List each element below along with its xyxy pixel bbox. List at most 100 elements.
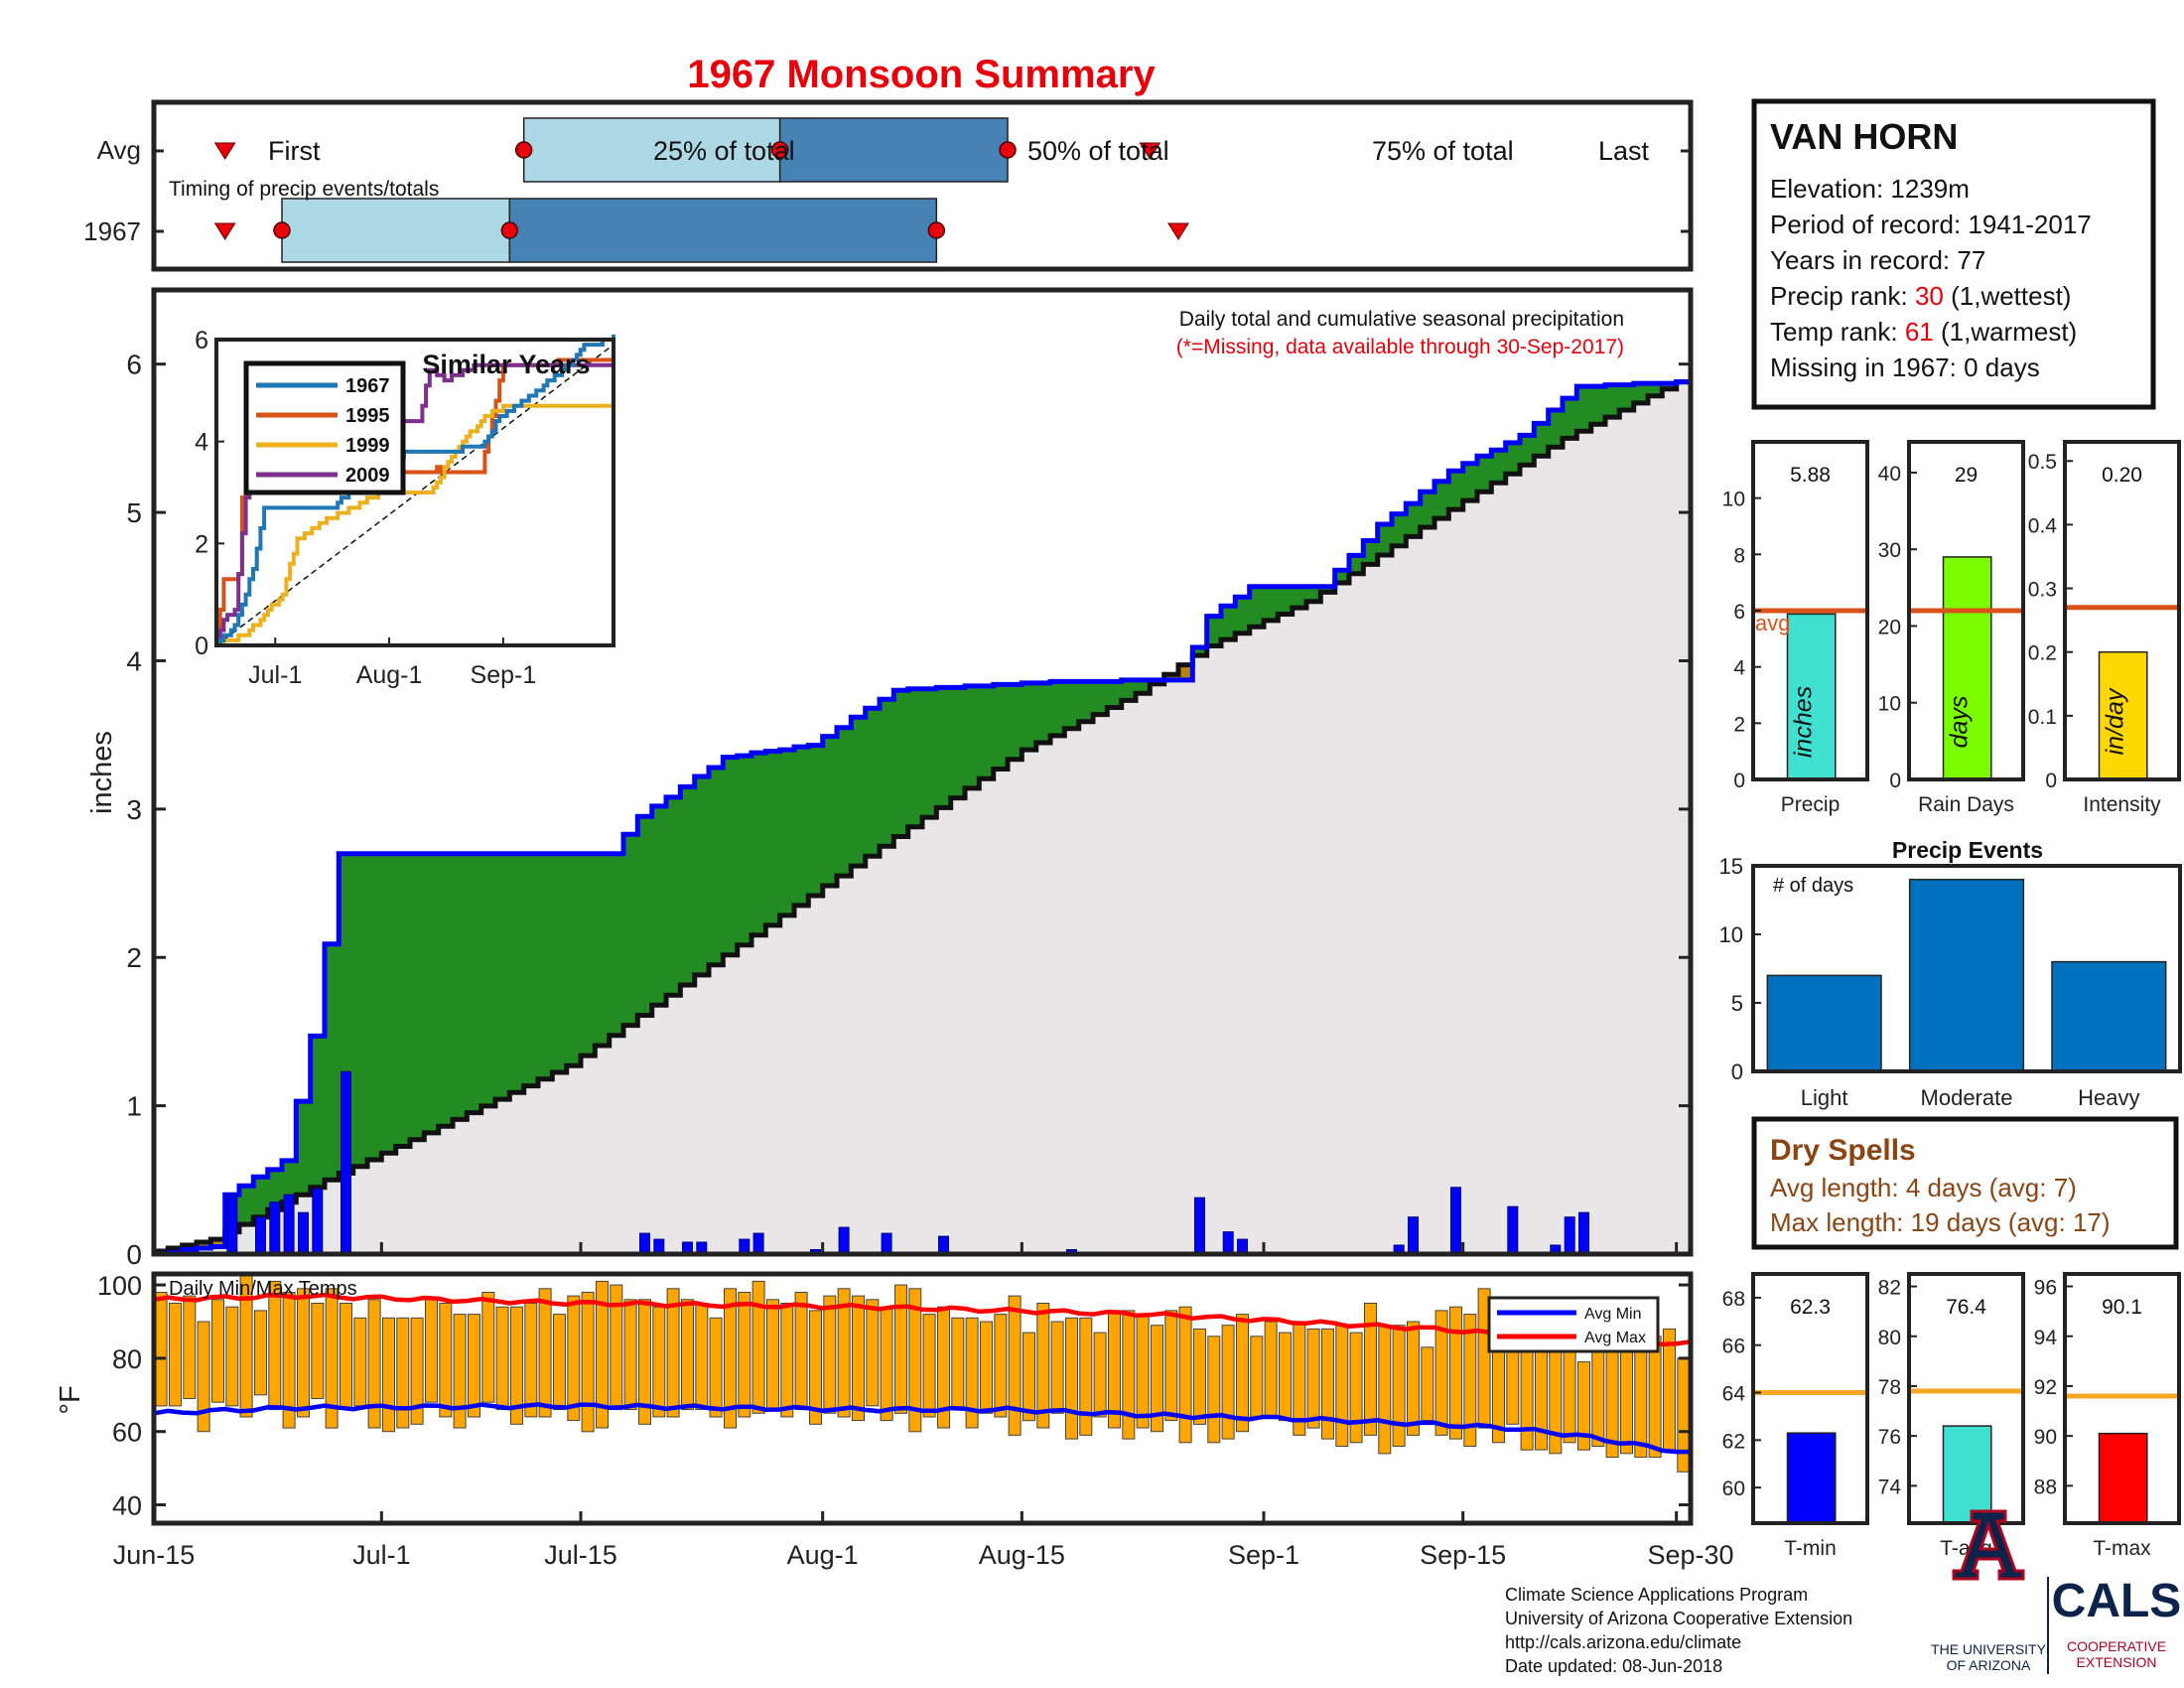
inset-legend-label: 1967 xyxy=(345,375,390,397)
tavg-summary-ytick-label: 76 xyxy=(1878,1426,1901,1449)
daily-temp-range-bar xyxy=(908,1288,922,1433)
station-missing: Missing in 1967: 0 days xyxy=(1770,352,2040,382)
inset-frame xyxy=(214,338,615,647)
surplus-column xyxy=(950,687,966,798)
tmax-summary: 90.1 88 90 92 94 96 T-max xyxy=(2034,1272,2181,1560)
main-ytick-label: 6 xyxy=(126,350,142,380)
daily-temp-range-bar xyxy=(695,1303,709,1410)
timing-row-1967: 1967 xyxy=(83,216,141,246)
inset-title: Similar Years xyxy=(422,350,590,379)
surplus-column xyxy=(581,853,596,1056)
ua-logo-line-2: OF ARIZONA xyxy=(1947,1657,2031,1673)
surplus-column xyxy=(880,699,894,847)
surplus-column xyxy=(1235,597,1251,633)
daily-temp-range-bar xyxy=(980,1321,993,1414)
daily-temp-range-bar xyxy=(1050,1321,1064,1414)
event-category-label: Heavy xyxy=(2078,1085,2139,1110)
daily-temp-range-bar xyxy=(1591,1346,1605,1448)
date-tick-label: Aug-1 xyxy=(787,1540,859,1570)
daily-temp-range-bar xyxy=(1093,1332,1107,1418)
daily-temp-range-bar xyxy=(567,1295,581,1422)
y1967-q50-dot xyxy=(500,221,519,239)
intensity-ytick-label: 0.4 xyxy=(2028,514,2058,537)
daily-temp-range-bar xyxy=(553,1314,566,1411)
daily-temp-range-bar xyxy=(922,1314,936,1418)
main-note-1: Daily total and cumulative seasonal prec… xyxy=(1179,308,1624,331)
surplus-column xyxy=(424,853,440,1133)
y1967-25-50-bar xyxy=(281,198,511,263)
daily-temp-range-bar xyxy=(1264,1321,1278,1418)
station-frame xyxy=(1751,98,2156,410)
main-ytick-label: 0 xyxy=(126,1239,142,1270)
daily-temp-range-bar xyxy=(1663,1328,1676,1451)
surplus-column xyxy=(1491,450,1507,484)
dry-spells-avg: Avg length: 4 days (avg: 7) xyxy=(1770,1173,2077,1202)
daily-temp-range-bar xyxy=(766,1299,779,1411)
rain-days-frame xyxy=(1907,440,2025,781)
surplus-column xyxy=(367,853,382,1160)
surplus-column xyxy=(1121,679,1137,701)
daily-temp-range-bar xyxy=(325,1288,339,1429)
surplus-column xyxy=(480,853,496,1106)
surplus-column xyxy=(709,768,724,965)
daily-temp-range-bar xyxy=(809,1310,822,1425)
tmax-summary-ytick-label: 94 xyxy=(2034,1327,2058,1349)
main-ytick-label: 4 xyxy=(126,645,142,676)
daily-temp-range-bar xyxy=(852,1295,865,1422)
daily-temp-range-bar xyxy=(1079,1317,1093,1436)
rain-days-value: 29 xyxy=(1955,464,1978,487)
daily-temp-range-bar xyxy=(510,1306,523,1425)
temps-ytick-label: 100 xyxy=(97,1271,142,1301)
precip-total-ytick-label: 2 xyxy=(1733,713,1745,736)
surplus-column xyxy=(1192,647,1208,656)
surplus-column xyxy=(893,690,909,837)
date-tick-label: Sep-30 xyxy=(1647,1540,1733,1570)
tmin-summary-bar xyxy=(1786,1432,1837,1524)
tmax-summary-ytick-label: 96 xyxy=(2034,1277,2057,1300)
surplus-column xyxy=(1334,570,1350,583)
inset-xtick-label: Jul-1 xyxy=(248,661,302,689)
surplus-column xyxy=(808,745,824,896)
precip-total: 5.88 0 2 4 6 8 10 Precip inches avg xyxy=(1722,440,1869,816)
surplus-column xyxy=(1050,681,1065,736)
daily-temp-range-bar xyxy=(738,1292,751,1418)
precip-total-category: Precip xyxy=(1781,793,1841,816)
daily-temp-range-bar xyxy=(268,1280,282,1411)
intensity: 0.20 0 0.1 0.2 0.3 0.4 0.5 Intensity in/day xyxy=(2028,440,2181,816)
intensity-category: Intensity xyxy=(2083,793,2161,816)
avg-25-50-bar xyxy=(522,117,781,183)
intensity-ytick-label: 0.2 xyxy=(2028,642,2057,665)
average-cumulative-line xyxy=(154,379,1691,1254)
daily-temp-range-bar xyxy=(837,1288,851,1418)
y1967-first-marker xyxy=(213,222,236,240)
surplus-column xyxy=(1576,386,1592,432)
university-of-arizona-logo: THE UNIVERSITY OF ARIZONA CALS COOPERATI… xyxy=(1931,1509,2181,1674)
intensity-bar xyxy=(2098,650,2148,780)
daily-precip-bar xyxy=(838,1226,850,1255)
deficit-column xyxy=(1163,674,1179,680)
daily-precip-bar xyxy=(752,1232,764,1255)
precip-total-bar xyxy=(1786,613,1837,780)
daily-precip-bar xyxy=(881,1232,892,1255)
precip-total-value: 5.88 xyxy=(1790,464,1831,487)
surplus-column xyxy=(467,853,482,1113)
surplus-column xyxy=(865,708,881,857)
surplus-column xyxy=(1292,586,1307,609)
precip-total-ytick-label: 8 xyxy=(1733,544,1745,567)
surplus-column xyxy=(1605,384,1620,418)
daily-temp-range-bar xyxy=(1207,1336,1221,1444)
surplus-column xyxy=(296,1101,312,1196)
main-ytick-label: 1 xyxy=(126,1091,142,1122)
daily-precip-bar xyxy=(938,1235,949,1255)
intensity-unit: in/day xyxy=(2102,687,2129,755)
avg-last-marker xyxy=(1139,142,1161,160)
station-temp-rank: Temp rank: 61 (1,warmest) xyxy=(1770,317,2077,347)
surplus-column xyxy=(922,688,937,817)
avg-50-75-bar xyxy=(778,117,1009,183)
surplus-column xyxy=(239,1186,254,1225)
main-frame xyxy=(151,287,1694,1257)
avg-q75-dot xyxy=(999,141,1017,159)
daily-temp-range-bar xyxy=(1193,1328,1206,1425)
daily-temp-range-bar xyxy=(169,1303,182,1407)
daily-temp-range-bar xyxy=(367,1299,381,1429)
